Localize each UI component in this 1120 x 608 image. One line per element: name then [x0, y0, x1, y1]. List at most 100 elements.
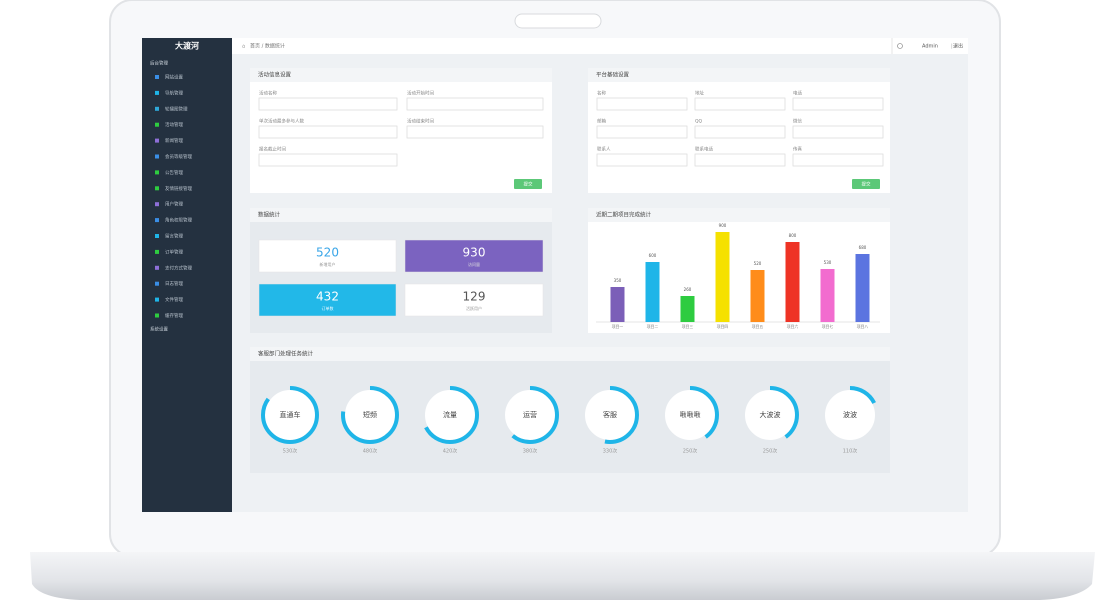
- submit-button[interactable]: [514, 179, 542, 189]
- ring-count: 380次: [523, 448, 538, 455]
- menu-item[interactable]: 轮播图管理: [165, 105, 188, 112]
- ring-count: 330次: [603, 448, 618, 455]
- ring-name: 大波波: [760, 410, 781, 419]
- stat-label: 访问量: [468, 261, 480, 267]
- ring-arc: [421, 386, 479, 444]
- menu-icon: [155, 281, 159, 286]
- stat-box: [404, 239, 544, 273]
- menu-item[interactable]: 公告管理: [165, 169, 183, 176]
- brand: 大渡河: [175, 41, 199, 51]
- logout[interactable]: 退出: [953, 43, 963, 50]
- home-icon: ⌂: [242, 44, 245, 50]
- panel-title: 客服部门处理任务统计: [258, 350, 314, 358]
- field-label: 电话: [793, 90, 802, 97]
- value-label: 350: [614, 278, 622, 283]
- menu-icon: [155, 297, 159, 302]
- submit-button[interactable]: [852, 179, 880, 189]
- menu-item[interactable]: 会员等级管理: [165, 153, 192, 160]
- input[interactable]: [792, 153, 884, 167]
- button-label: 提交: [862, 181, 871, 188]
- menu-item[interactable]: 友情链接管理: [165, 185, 192, 192]
- menu-item[interactable]: 新闻管理: [165, 137, 183, 144]
- input[interactable]: [694, 125, 786, 139]
- stat-value: 520: [316, 246, 339, 260]
- menu-item[interactable]: 导航管理: [165, 89, 183, 96]
- menu-icon: [155, 138, 159, 143]
- value-label: 600: [649, 253, 657, 258]
- ring-arc: [501, 386, 559, 444]
- menu-item[interactable]: 订单管理: [165, 248, 183, 255]
- x-tick-label: 项目一: [612, 324, 624, 329]
- laptop-base: [30, 552, 1095, 600]
- field-label: 邮箱: [597, 118, 606, 125]
- ring-name: 运营: [523, 410, 537, 419]
- input[interactable]: [406, 97, 544, 111]
- bar: [820, 269, 835, 322]
- menu-item[interactable]: 日志管理: [165, 280, 183, 287]
- user-name[interactable]: Admin: [922, 44, 938, 50]
- menu-icon: [155, 218, 159, 223]
- field-label: 传真: [793, 146, 802, 153]
- input[interactable]: [406, 125, 544, 139]
- x-tick-label: 项目八: [857, 324, 869, 329]
- menu-item[interactable]: 文件管理: [165, 296, 183, 303]
- menu-icon: [155, 234, 159, 238]
- field-label: QQ: [695, 119, 703, 125]
- panel-header: [250, 347, 890, 361]
- settings-icon[interactable]: [897, 43, 903, 49]
- panel-title: 数据统计: [258, 211, 281, 219]
- menu-item[interactable]: 缓存管理: [165, 312, 183, 319]
- panel-title: 平台基础设置: [596, 71, 630, 79]
- input[interactable]: [792, 97, 884, 111]
- input[interactable]: [694, 153, 786, 167]
- input[interactable]: [258, 153, 398, 167]
- field-label: 活动开始时间: [407, 90, 434, 97]
- ring-arc: [661, 386, 719, 444]
- input[interactable]: [596, 125, 688, 139]
- menu-item[interactable]: 角色权限管理: [165, 217, 192, 224]
- menu-item[interactable]: 留言管理: [165, 233, 183, 240]
- bar: [610, 287, 625, 322]
- panel-header: [250, 68, 552, 82]
- stat-value: 129: [463, 290, 486, 304]
- field-label: 地址: [695, 90, 704, 97]
- stat-box: [404, 283, 544, 317]
- input[interactable]: [694, 97, 786, 111]
- stat-box: [258, 239, 397, 273]
- ring-count: 480次: [363, 448, 378, 455]
- x-tick-label: 项目四: [717, 324, 729, 329]
- ring-count: 530次: [283, 448, 298, 455]
- input[interactable]: [596, 97, 688, 111]
- x-tick-label: 项目三: [682, 324, 694, 329]
- input[interactable]: [258, 125, 398, 139]
- menu-icon: [155, 75, 159, 79]
- topbar: [232, 38, 968, 54]
- menu-item[interactable]: 活动管理: [165, 121, 183, 128]
- x-tick-label: 项目七: [822, 324, 834, 329]
- ring-name: 啾啾啾: [680, 410, 701, 419]
- ring-arc: [821, 386, 879, 444]
- panel-header: [588, 208, 890, 222]
- value-label: 900: [719, 223, 727, 228]
- ring-count: 110次: [843, 448, 858, 455]
- input[interactable]: [258, 97, 398, 111]
- ring-arc: [741, 386, 799, 444]
- sidebar-group[interactable]: 系统设置: [150, 326, 168, 333]
- menu-icon: [155, 90, 159, 95]
- stat-label: 订单数: [322, 305, 334, 311]
- breadcrumb: 首页 / 数据统计: [250, 43, 285, 50]
- input[interactable]: [792, 125, 884, 139]
- ring-count: 250次: [683, 448, 698, 455]
- input[interactable]: [596, 153, 688, 167]
- menu-item[interactable]: 网站设置: [165, 74, 183, 81]
- sidebar-group[interactable]: 后台管理: [150, 60, 168, 67]
- menu-icon: [155, 122, 159, 127]
- ring-arc: [581, 386, 639, 444]
- menu-item[interactable]: 支付方式管理: [165, 264, 192, 271]
- bar: [855, 254, 870, 322]
- bar: [715, 232, 730, 322]
- menu-item[interactable]: 用户管理: [165, 201, 183, 208]
- separator: |: [951, 44, 953, 50]
- stat-value: 432: [316, 290, 339, 304]
- panel: [588, 208, 890, 333]
